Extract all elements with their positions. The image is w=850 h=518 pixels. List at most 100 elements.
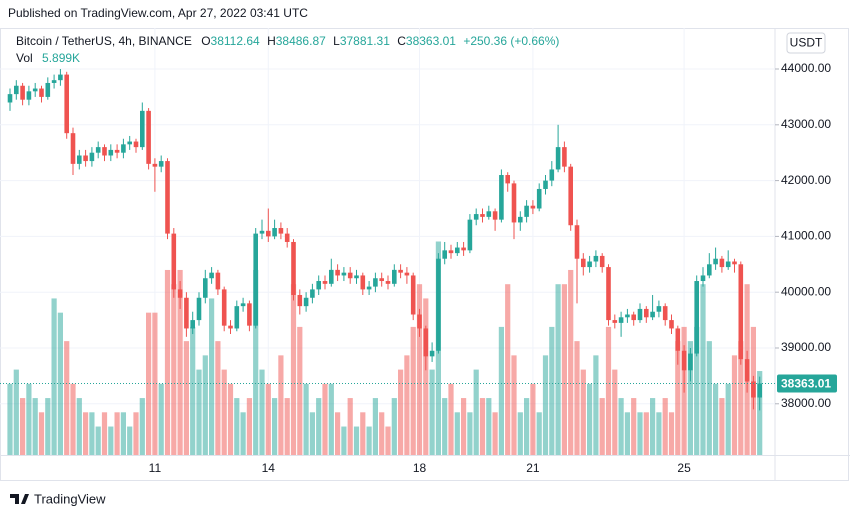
volume-bar — [650, 398, 656, 455]
y-tick-label: 44000.00 — [781, 61, 831, 75]
volume-bar — [631, 398, 637, 455]
candle-body — [165, 161, 170, 234]
symbol: Bitcoin / TetherUS, 4h, BINANCE — [16, 34, 192, 48]
vol-value: 5.899K — [42, 51, 80, 65]
volume-bar — [429, 369, 435, 455]
published-note: Published on TradingView.com, Apr 27, 20… — [8, 6, 308, 20]
candle-body — [549, 169, 555, 181]
volume-bar — [536, 412, 542, 455]
volume-bar — [757, 371, 763, 455]
volume-bar — [26, 383, 32, 455]
candle-body — [398, 269, 403, 273]
candle-body — [114, 149, 120, 153]
candle-body — [499, 175, 504, 220]
y-tick-label: 39000.00 — [781, 340, 831, 354]
volume-bar — [120, 412, 126, 455]
candle-body — [707, 264, 712, 276]
volume-bar — [473, 369, 479, 455]
candle-body — [335, 269, 340, 276]
volume-bar — [599, 398, 605, 455]
candle-body — [581, 258, 586, 268]
candle-body — [146, 110, 151, 164]
candle-body — [14, 85, 19, 95]
volume-bar — [146, 312, 152, 455]
candle-body — [39, 88, 44, 97]
y-tick-label: 40000.00 — [781, 284, 831, 298]
volume-bar — [284, 398, 290, 455]
candle-body — [234, 306, 240, 329]
x-tick-label: 21 — [526, 461, 540, 475]
volume-bar — [479, 398, 486, 455]
candle-body — [757, 383, 762, 398]
axis-layer: 38000.00 39000.00 40000.00 41000.00 42000.00… — [0, 61, 837, 475]
volume-bar — [593, 355, 599, 455]
vol-legend: Vol 5.899K — [16, 51, 80, 65]
price-tag-label: 38363.01 — [781, 377, 831, 391]
l-letter: L — [333, 34, 340, 48]
volume-bar — [561, 284, 567, 455]
volume-bar — [89, 412, 95, 455]
volume-bar — [190, 326, 196, 455]
currency-box[interactable] — [786, 32, 826, 54]
candle-body — [429, 350, 435, 357]
legend: Bitcoin / TetherUS, 4h, BINANCE O38112.6… — [16, 34, 559, 48]
candle-body — [417, 314, 422, 329]
candle-body — [732, 261, 737, 265]
h-value: 38486.87 — [276, 34, 326, 48]
candle-body — [543, 180, 548, 189]
logo-icon — [10, 494, 29, 504]
candle-body — [127, 141, 132, 145]
volume-bar — [662, 398, 668, 455]
volume-bar — [498, 326, 504, 455]
volume-bar — [139, 398, 145, 455]
x-tick-label: 14 — [262, 461, 276, 475]
volume-bar — [587, 383, 593, 455]
logo: TradingView — [10, 491, 106, 506]
volume-bar — [316, 398, 322, 455]
volume-bar — [32, 398, 38, 455]
vol-label: Vol — [16, 51, 33, 65]
volume-bar — [706, 341, 712, 455]
volume-bar — [253, 269, 259, 455]
l-value: 37881.31 — [340, 34, 390, 48]
volume-bar — [530, 383, 536, 455]
candle-body — [436, 258, 441, 351]
candle-body — [618, 317, 624, 323]
volume-bar — [246, 398, 252, 455]
candle-body — [524, 205, 529, 217]
volume-bar — [272, 398, 278, 455]
volume-bar — [511, 355, 517, 455]
candle-body — [253, 233, 258, 326]
volume-bar — [416, 284, 423, 455]
candle-body — [152, 163, 158, 167]
y-tick-label: 38000.00 — [781, 396, 831, 410]
candle-body — [694, 281, 699, 354]
volume-bar — [133, 412, 139, 455]
volume-bar — [171, 284, 177, 455]
volume-bar — [290, 284, 297, 455]
candle-body — [64, 74, 69, 134]
candle-body — [221, 289, 227, 326]
candle-body — [392, 269, 397, 284]
candle-layer — [7, 69, 762, 411]
candle-body — [278, 228, 284, 234]
volume-bar — [700, 284, 706, 455]
y-tick-label: 43000.00 — [781, 117, 831, 131]
volume-bar — [45, 398, 51, 455]
grid — [0, 28, 775, 455]
volume-bar — [492, 412, 498, 455]
candle-body — [385, 281, 391, 284]
volume-bar — [278, 355, 284, 455]
volume-bar — [738, 341, 744, 455]
volume-bar — [385, 426, 391, 455]
candle-body — [140, 110, 145, 148]
volume-bar — [101, 412, 108, 455]
candle-body — [272, 228, 277, 237]
volume-bar — [366, 426, 372, 455]
candle-body — [669, 320, 674, 329]
volume-bar — [391, 398, 397, 455]
candle-body — [45, 82, 51, 97]
volume-bar — [637, 412, 643, 455]
candle-body — [291, 241, 296, 295]
candle-body — [480, 214, 485, 217]
